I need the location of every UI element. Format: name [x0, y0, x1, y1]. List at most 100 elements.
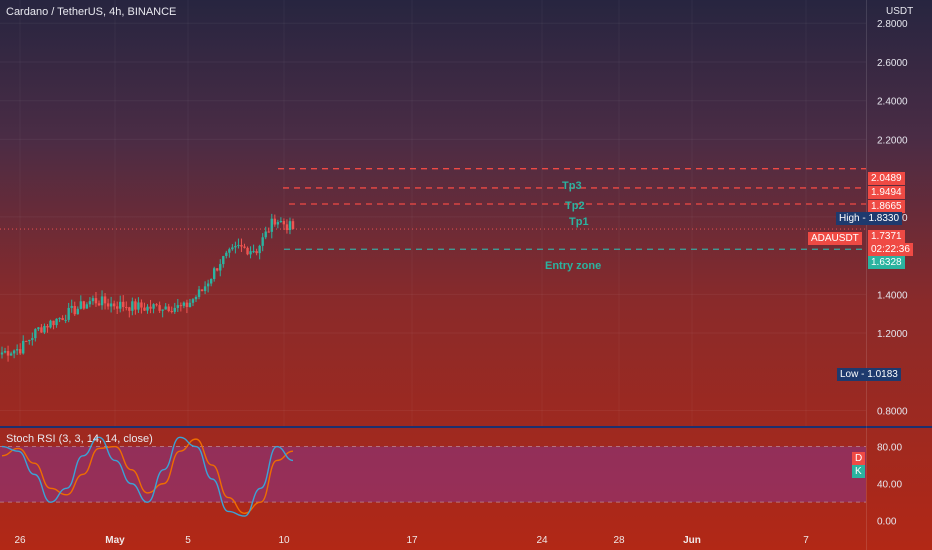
- candle-body: [191, 299, 195, 303]
- candle-body: [37, 327, 40, 330]
- candle-body: [149, 306, 152, 309]
- price-tick-label: 1.4000: [877, 290, 908, 301]
- symbol-tag: ADAUSDT: [808, 232, 862, 245]
- candle-body: [15, 349, 19, 351]
- candle-body: [234, 245, 237, 248]
- candle-body: [70, 305, 73, 308]
- rsi-d-line: [1, 438, 294, 515]
- candle-body: [0, 352, 4, 355]
- candle-body: [249, 251, 252, 255]
- candle-body: [179, 305, 183, 307]
- candle-body: [88, 301, 92, 305]
- candle-body: [185, 302, 189, 308]
- rsi-tick-label: 40.00: [877, 480, 902, 491]
- candle-body: [49, 320, 52, 328]
- symbol-title[interactable]: Cardano / TetherUS, 4h, BINANCE: [6, 6, 177, 18]
- candle-body: [243, 246, 246, 248]
- candle-body: [167, 306, 170, 312]
- candle-body: [25, 340, 28, 342]
- candle-body: [137, 302, 140, 310]
- candle-body: [231, 247, 234, 250]
- candle-body: [182, 302, 186, 306]
- candle-body: [155, 304, 158, 306]
- time-tick-label: 28: [613, 535, 625, 546]
- low-tag: Low - 1.0183: [837, 368, 901, 381]
- candle-body: [12, 350, 16, 354]
- pane-divider[interactable]: [0, 426, 932, 428]
- candle-body: [97, 303, 101, 306]
- candle-body: [22, 340, 25, 354]
- candle-body: [261, 237, 264, 246]
- rsi-tick-label: 80.00: [877, 443, 902, 454]
- candle-body: [225, 252, 228, 257]
- candle-body: [82, 301, 86, 309]
- time-tick-label: 5: [185, 535, 191, 546]
- candle-body: [255, 251, 258, 254]
- tp1-annotation[interactable]: Tp1: [569, 216, 589, 228]
- price-tick-label: 1.2000: [877, 329, 908, 340]
- price-axis-border: [866, 0, 867, 550]
- rsi-d-tag: D: [852, 452, 866, 465]
- candle-body: [173, 307, 176, 312]
- candle-body: [282, 221, 286, 225]
- candle-body: [288, 221, 292, 231]
- price-tick-label: 2.6000: [877, 58, 908, 69]
- candle-body: [161, 309, 164, 311]
- candle-body: [85, 304, 89, 309]
- candle-body: [164, 306, 167, 310]
- candle-body: [122, 301, 125, 308]
- candle-body: [34, 329, 37, 339]
- time-axis-ticks: 26 May 5 10 17 24 28 Jun 7: [14, 535, 809, 546]
- candle-body: [134, 301, 137, 310]
- time-tick-label: 7: [803, 535, 809, 546]
- time-tick-label: Jun: [683, 535, 701, 546]
- high-value: 1.8330: [868, 213, 900, 224]
- indicator-title[interactable]: Stoch RSI (3, 3, 14, 14, close): [6, 433, 153, 445]
- candle-body: [240, 244, 243, 247]
- candle-body: [55, 318, 58, 326]
- candle-body: [9, 353, 13, 356]
- candle-body: [158, 305, 161, 311]
- rsi-band: [0, 446, 866, 503]
- candle-body: [91, 298, 95, 302]
- candle-body: [209, 278, 213, 284]
- candle-body: [125, 307, 128, 309]
- candle-body: [46, 325, 49, 328]
- candle-body: [106, 303, 110, 307]
- price-tick-label: 0.8000: [877, 407, 908, 418]
- candle-body: [64, 319, 67, 321]
- candle-body: [112, 303, 116, 307]
- candle-body: [103, 296, 107, 304]
- candle-body: [79, 301, 83, 309]
- high-label: High: [839, 213, 860, 224]
- candle-body: [52, 320, 55, 326]
- low-label: Low: [840, 369, 859, 380]
- candle-body: [216, 268, 219, 271]
- candle-body: [131, 301, 134, 311]
- time-tick-label: 24: [536, 535, 548, 546]
- candle-body: [252, 251, 255, 253]
- candle-body: [76, 308, 79, 315]
- time-tick-label: 17: [406, 535, 418, 546]
- tp3-price-tag: 1.9494: [868, 186, 905, 199]
- candle-body: [219, 264, 222, 271]
- candle-body: [194, 296, 198, 300]
- candle-body: [94, 298, 98, 304]
- rsi-k-tag: K: [852, 465, 865, 478]
- time-tick-label: 26: [14, 535, 26, 546]
- entry-annotation[interactable]: Entry zone: [545, 260, 602, 272]
- candle-body: [61, 318, 64, 321]
- candle-body: [258, 245, 261, 254]
- candle-body: [58, 318, 61, 320]
- rsi-k-line: [1, 436, 294, 517]
- currency-label[interactable]: USDT: [886, 6, 914, 17]
- rsi-tick-label: 0.00: [877, 517, 897, 528]
- tp2-annotation[interactable]: Tp2: [565, 200, 585, 212]
- price-tick-label: 2.4000: [877, 97, 908, 108]
- candle-body: [212, 268, 216, 279]
- tp3-annotation[interactable]: Tp3: [562, 180, 582, 192]
- candle-body: [228, 249, 231, 253]
